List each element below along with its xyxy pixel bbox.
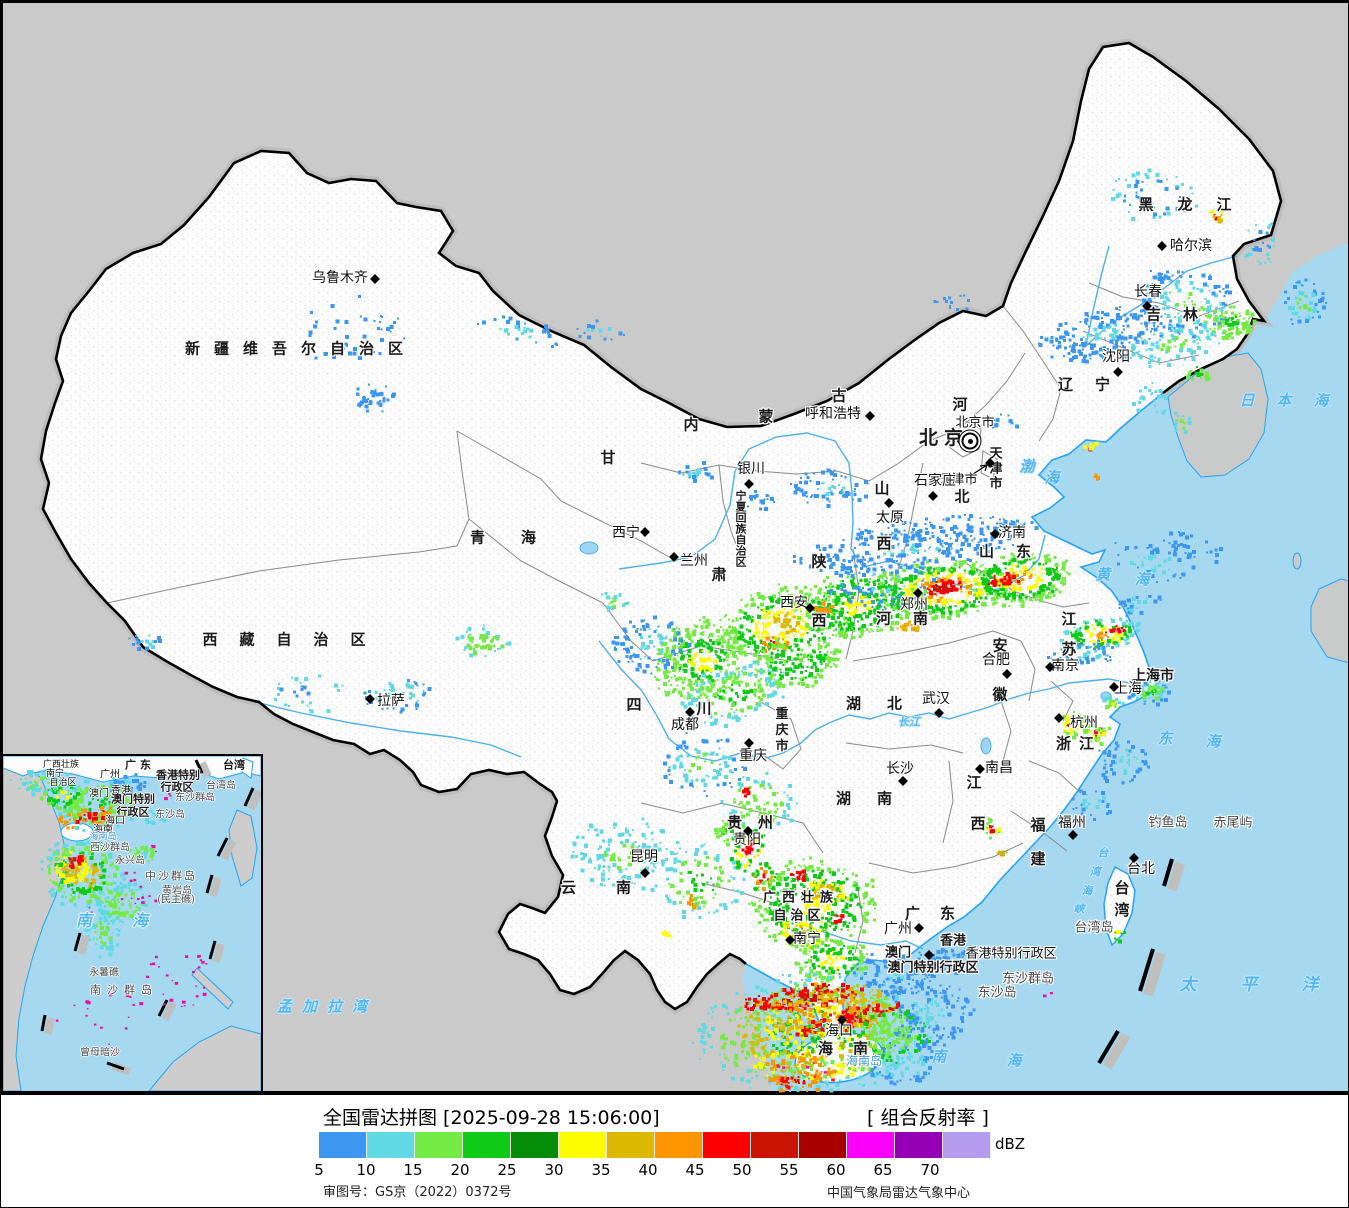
dash-shadow (220, 839, 237, 861)
boundary-dash (157, 999, 169, 1017)
tsushima-island (1292, 552, 1302, 570)
boundary-dash (208, 940, 217, 960)
colorbar-tick: 30 (544, 1161, 564, 1179)
south-china-sea-inset: 广西壮族 自治区 南宁 广东 广州 香港 澳门 香港特别 行政区 澳门特别 行政区 台湾 台湾岛 东沙群岛… (1, 754, 263, 1093)
inset-basemap (3, 756, 261, 1091)
map-frame (1, 1, 1348, 1093)
product-name: [ 组合反射率 ] (867, 1107, 989, 1129)
colorbar-tick: 60 (826, 1161, 846, 1179)
boundary-dash (243, 787, 255, 807)
colorbar-swatch (607, 1132, 655, 1158)
colorbar-tick: 70 (920, 1161, 940, 1179)
colorbar-tick: 5 (314, 1161, 324, 1179)
colorbar-swatch (751, 1132, 799, 1158)
colorbar-swatch (943, 1132, 991, 1158)
radar-echo-layer (128, 168, 1327, 1093)
colorbar-tick: 15 (403, 1161, 423, 1179)
colorbar-tick: 65 (873, 1161, 893, 1179)
dash-shadow (1143, 951, 1166, 997)
colorbar-tick: 10 (356, 1161, 376, 1179)
colorbar-swatch (367, 1132, 415, 1158)
dash-shadow (209, 876, 222, 898)
colorbar-swatch (703, 1132, 751, 1158)
colorbar-swatch (655, 1132, 703, 1158)
colorbar-swatch (847, 1132, 895, 1158)
colorbar-tick: 55 (779, 1161, 799, 1179)
dash-shadow (247, 789, 261, 811)
data-source: 中国气象局雷达气象中心 (827, 1186, 971, 1201)
map-title: 全国雷达拼图 [2025-09-28 15:06:00] (323, 1107, 660, 1129)
dash-shadow (44, 1017, 55, 1035)
colorbar-swatch (895, 1132, 943, 1158)
colorbar-swatch (463, 1132, 511, 1158)
boundary-dash (1097, 1029, 1120, 1065)
legend-panel: 全国雷达拼图 [2025-09-28 15:06:00] [ 组合反射率 ] 5… (1, 1093, 1348, 1207)
boundary-dash (1138, 948, 1155, 992)
boundary-dash (106, 1061, 125, 1071)
china-radar-map: 新疆维吾尔自治区 西藏自治区 青海甘肃宁 夏 回 族 自 治 区内蒙古黑龙江 吉林 辽宁… (1, 1, 1348, 1093)
license-number: 审图号：GS京（2022）0372号 (323, 1185, 512, 1200)
dash-shadow (77, 934, 90, 956)
inset-echo-layer (9, 759, 261, 1076)
colorbar-tick: 20 (450, 1161, 470, 1179)
colorbar-tick: 40 (638, 1161, 658, 1179)
qinghai-lake (579, 541, 599, 555)
colorbar (319, 1132, 991, 1158)
colorbar-tick: 25 (497, 1161, 517, 1179)
colorbar-swatch (319, 1132, 367, 1158)
china-landmass (41, 43, 1281, 1035)
colorbar-swatch (511, 1132, 559, 1158)
colorbar-swatch (799, 1132, 847, 1158)
national-border (39, 41, 1283, 1011)
colorbar-tick: 50 (732, 1161, 752, 1179)
inset-luzon (228, 809, 258, 887)
dash-shadow (161, 1001, 177, 1021)
colorbar-tick: 35 (591, 1161, 611, 1179)
inset-borneo (148, 1025, 261, 1091)
boundary-dash (205, 874, 214, 894)
boundary-dash (216, 837, 229, 857)
dash-shadow (1102, 1032, 1131, 1070)
boundary-dash (194, 759, 204, 774)
dash-shadow (212, 942, 225, 964)
inset-taiwan (241, 757, 254, 779)
poyang-lake (980, 737, 992, 755)
unit-label: dBZ (995, 1135, 1026, 1153)
colorbar-tick: 45 (685, 1161, 705, 1179)
boundary-dash (73, 932, 82, 952)
dash-shadow (198, 761, 212, 778)
dash-shadow (1167, 861, 1185, 892)
colorbar-swatch (559, 1132, 607, 1158)
japan-land (1310, 578, 1348, 663)
boundary-dash (40, 1014, 47, 1032)
boundary-dash (1162, 858, 1174, 887)
colorbar-swatch (415, 1132, 463, 1158)
